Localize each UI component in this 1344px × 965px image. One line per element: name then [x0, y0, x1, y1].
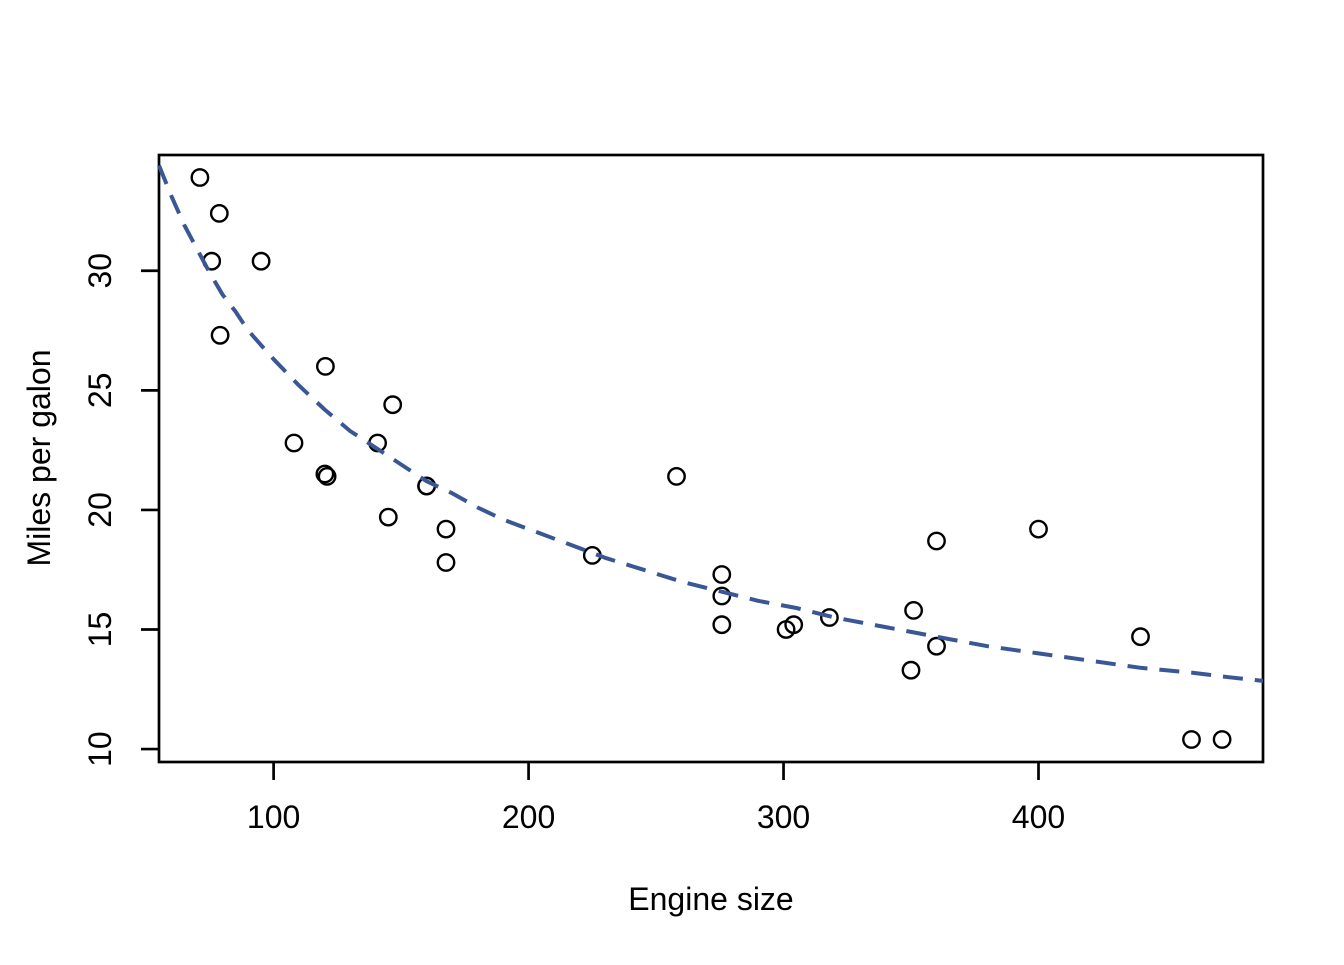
data-point	[1182, 730, 1201, 749]
y-tick-label: 25	[82, 373, 118, 409]
data-point	[210, 325, 230, 345]
x-axis-title: Engine size	[628, 881, 793, 917]
y-tick-label: 15	[82, 612, 118, 648]
data-point	[209, 203, 229, 223]
data-point	[315, 464, 335, 484]
data-point	[712, 586, 732, 606]
trend-line	[157, 164, 1264, 683]
data-point	[1029, 519, 1048, 539]
data-point	[776, 620, 796, 639]
data-point	[927, 636, 946, 656]
data-point	[315, 356, 335, 376]
data-point	[820, 608, 839, 627]
data-point	[1212, 730, 1232, 749]
data-point	[436, 553, 456, 572]
y-axis-ticks: 10 15 20 25 30	[82, 253, 159, 767]
data-point	[284, 433, 304, 453]
data-point	[712, 565, 732, 584]
data-point	[251, 251, 271, 271]
x-axis-ticks: 100 200 300 400	[247, 762, 1065, 835]
y-axis-title: Miles per galon	[21, 350, 57, 567]
data-point	[1131, 627, 1150, 647]
x-tick-label: 300	[757, 799, 810, 835]
data-point	[436, 519, 456, 539]
plot-border	[157, 153, 1265, 764]
data-point	[904, 601, 923, 620]
x-tick-label: 400	[1012, 799, 1065, 835]
data-point	[190, 168, 210, 187]
x-tick-label: 200	[502, 799, 555, 835]
data-point	[712, 615, 732, 635]
y-tick-label: 30	[82, 253, 118, 289]
data-point	[901, 660, 921, 680]
data-point	[317, 466, 337, 486]
y-tick-label: 10	[82, 731, 118, 767]
x-tick-label: 100	[247, 799, 300, 835]
y-tick-label: 20	[82, 492, 118, 528]
data-point	[383, 395, 403, 415]
data-point	[667, 466, 686, 486]
data-point	[927, 531, 946, 551]
data-point	[378, 507, 398, 527]
